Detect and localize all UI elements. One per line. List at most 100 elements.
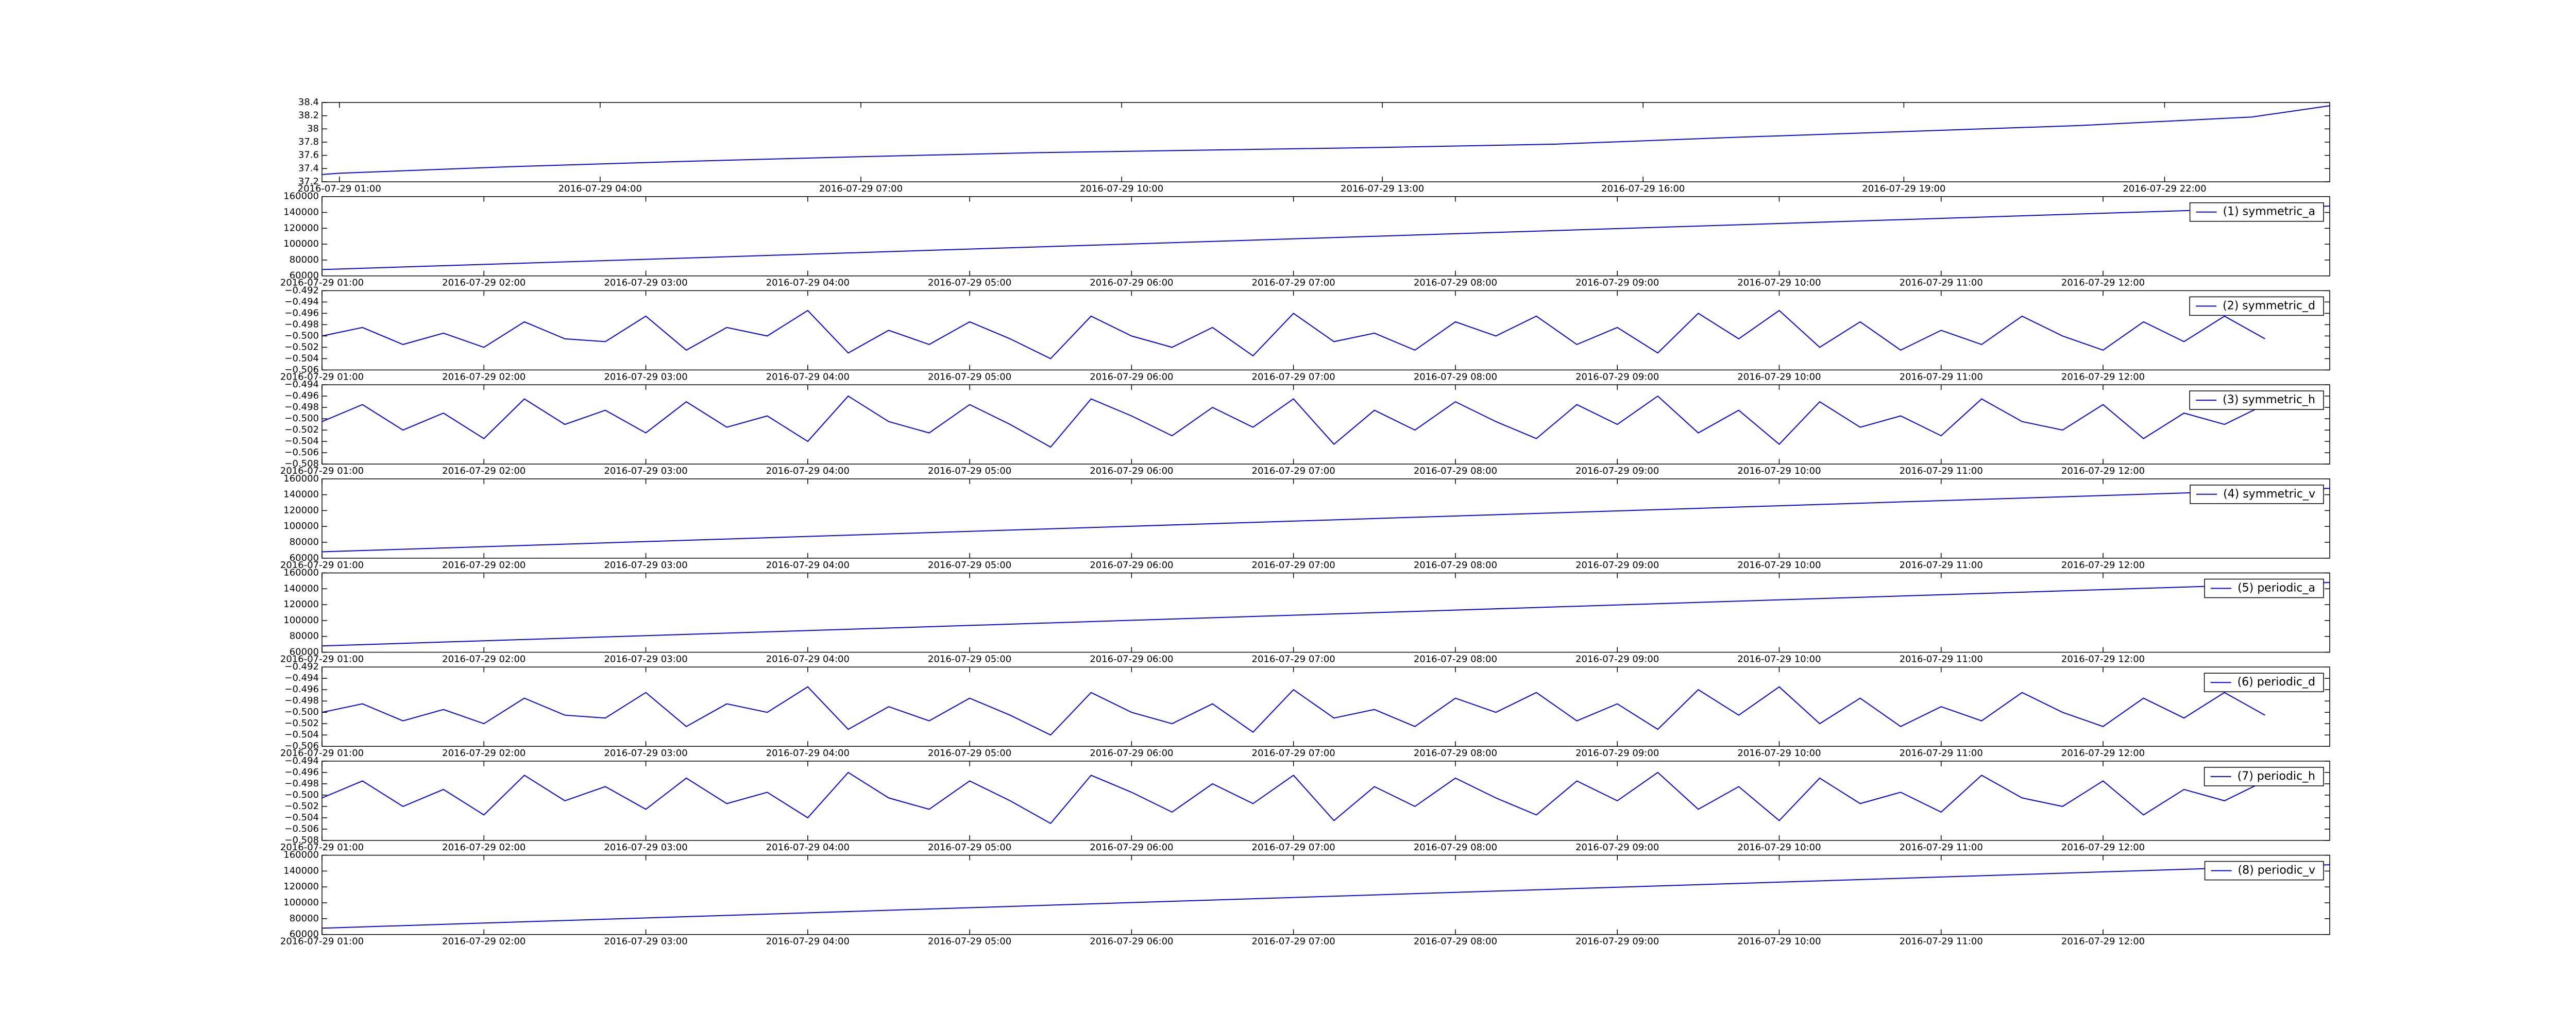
x-tick-label: 2016-07-29 07:00 [1252,278,1335,288]
x-tick-label: 2016-07-29 04:00 [766,842,850,853]
legend-box [2204,578,2324,598]
y-tick-label: 37.6 [298,150,319,161]
subplot: −0.508−0.506−0.504−0.502−0.500−0.498−0.4… [280,379,2330,476]
legend: (8) periodic_v [2204,861,2324,881]
x-tick-label: 2016-07-29 08:00 [1414,936,1497,947]
subplot: 60000 80000 100000 120000 140000 160000 2016-0… [280,191,2330,288]
x-tick-label: 2016-07-29 10:00 [1080,183,1163,194]
legend: (5) periodic_a [2204,578,2324,598]
y-tick-label: −0.502 [284,718,319,729]
y-tick-label: −0.500 [284,330,319,341]
x-tick-label: 2016-07-29 01:00 [280,748,364,759]
subplot: −0.506−0.504−0.502−0.500−0.498−0.496−0.4… [280,285,2330,382]
x-tick-label: 2016-07-29 04:00 [766,654,850,665]
x-tick-label: 2016-07-29 03:00 [604,654,687,665]
x-tick-label: 2016-07-29 01:00 [280,278,364,288]
axes-frame [321,854,2330,935]
data-line [322,395,2265,448]
y-tick-label: 37.2 [298,176,319,187]
y-tick-label: 160000 [283,473,319,484]
y-tick-label: −0.494 [284,296,319,307]
x-tick-label: 2016-07-29 06:00 [1090,560,1173,571]
x-tick-label: 2016-07-29 02:00 [442,560,526,571]
y-tick-label: −0.494 [284,756,319,766]
x-tick-label: 2016-07-29 06:00 [1090,842,1173,853]
x-tick-label: 2016-07-29 01:00 [280,654,364,665]
y-tick-label: −0.498 [284,402,319,413]
x-tick-label: 2016-07-29 07:00 [1252,936,1335,947]
y-tick-label: 80000 [290,537,319,547]
legend-label: (4) symmetric_v [2223,488,2315,501]
x-tick-label: 2016-07-29 10:00 [1737,654,1821,665]
legend-box [2190,485,2324,504]
x-tick-label: 2016-07-29 05:00 [928,748,1011,759]
y-tick-label: 37.8 [298,136,319,147]
y-tick-label: 140000 [283,865,319,876]
y-tick-label: −0.506 [284,364,319,375]
x-tick-label: 2016-07-29 10:00 [1737,936,1821,947]
plot-area [322,205,2330,270]
x-tick-label: 2016-07-29 04:00 [766,371,850,382]
y-tick-label: 38.2 [298,110,319,121]
x-tick-label: 2016-07-29 05:00 [928,371,1011,382]
y-tick-label: 140000 [283,489,319,500]
x-tick-label: 2016-07-29 11:00 [1900,654,1983,665]
legend-label: (5) periodic_a [2238,582,2315,595]
y-tick-label: 60000 [290,647,319,658]
x-tick-label: 2016-07-29 10:00 [1737,278,1821,288]
x-tick-label: 2016-07-29 12:00 [2061,466,2145,476]
x-tick-label: 2016-07-29 22:00 [2123,183,2206,194]
x-tick-label: 2016-07-29 09:00 [1575,466,1659,476]
y-tick-label: −0.500 [284,789,319,800]
axes-frame [321,290,2330,371]
x-tick-label: 2016-07-29 06:00 [1090,936,1173,947]
y-tick-label: 60000 [290,929,319,940]
x-tick-label: 2016-07-29 06:00 [1090,278,1173,288]
legend-label: (2) symmetric_d [2223,299,2315,312]
x-tick-label: 2016-07-29 04:00 [766,936,850,947]
data-line [322,864,2330,929]
x-tick-label: 2016-07-29 09:00 [1575,654,1659,665]
data-line [322,310,2265,359]
y-tick-label: 100000 [283,238,319,249]
plot-area [322,105,2330,175]
x-tick-label: 2016-07-29 09:00 [1575,842,1659,853]
x-tick-label: 2016-07-29 07:00 [1252,371,1335,382]
subplot: 60000 80000 100000 120000 140000 160000 2016-0… [280,850,2330,947]
plot-area [322,864,2330,929]
x-tick-label: 2016-07-29 03:00 [604,466,687,476]
y-tick-label: 100000 [283,615,319,626]
y-tick-label: 80000 [290,913,319,924]
subplot: 60000 80000 100000 120000 140000 160000 2016-0… [280,473,2330,571]
x-tick-label: 2016-07-29 11:00 [1900,278,1983,288]
x-tick-label: 2016-07-29 02:00 [442,842,526,853]
y-tick-label: −0.504 [284,353,319,364]
x-tick-label: 2016-07-29 04:00 [766,466,850,476]
x-tick-label: 2016-07-29 12:00 [2061,278,2145,288]
y-tick-label: −0.492 [284,285,319,296]
axes-frame [321,572,2330,653]
y-tick-label: 60000 [290,270,319,281]
x-tick-label: 2016-07-29 01:00 [298,183,381,194]
legend-label: (1) symmetric_a [2223,205,2315,218]
legend: (2) symmetric_d [2189,296,2324,316]
x-tick-label: 2016-07-29 06:00 [1090,748,1173,759]
subplot: 37.2 37.4 37.6 37.8 38 38.2 38.4 2016-07-29 01:… [298,97,2330,194]
x-tick-label: 2016-07-29 07:00 [1252,842,1335,853]
plot-area [322,686,2265,736]
axes-frame [321,478,2330,559]
x-tick-label: 2016-07-29 08:00 [1414,466,1497,476]
y-tick-label: 120000 [283,505,319,516]
x-tick-label: 2016-07-29 05:00 [928,278,1011,288]
subplot: −0.506−0.504−0.502−0.500−0.498−0.496−0.4… [280,661,2330,759]
y-tick-label: −0.496 [284,307,319,318]
legend: (1) symmetric_a [2189,202,2324,222]
x-tick-label: 2016-07-29 16:00 [1601,183,1685,194]
x-tick-label: 2016-07-29 11:00 [1900,560,1983,571]
legend-box [2189,202,2324,222]
y-tick-label: −0.500 [284,707,319,717]
x-tick-label: 2016-07-29 05:00 [928,654,1011,665]
x-tick-label: 2016-07-29 08:00 [1414,278,1497,288]
legend: (4) symmetric_v [2190,485,2324,504]
